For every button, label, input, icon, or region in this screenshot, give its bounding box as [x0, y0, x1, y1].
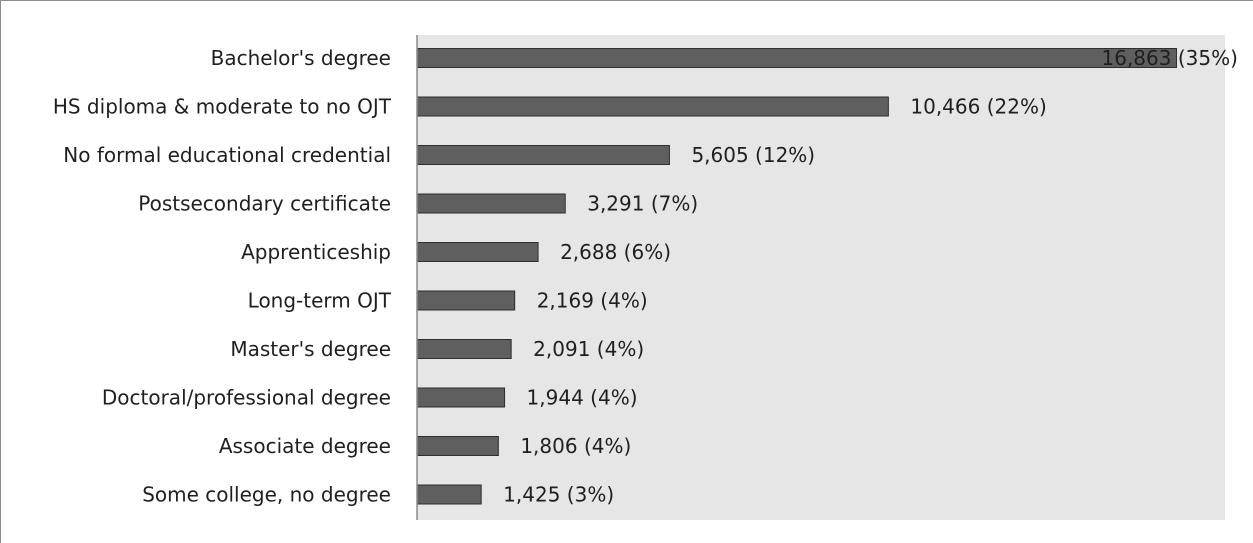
bar [416, 290, 516, 311]
bars-group [416, 48, 1177, 505]
bar [416, 436, 499, 456]
category-label: Bachelor's degree [211, 46, 391, 70]
data-label: 1,944 (4%) [527, 386, 638, 410]
bar [416, 96, 889, 117]
category-label: Long-term OJT [248, 289, 392, 313]
category-label: Postsecondary certificate [138, 192, 391, 216]
category-label: Doctoral/professional degree [102, 386, 391, 410]
bar [416, 484, 482, 505]
data-label: 10,466 (22%) [910, 95, 1046, 119]
category-label: Master's degree [230, 337, 391, 361]
data-label: 2,169 (4%) [537, 289, 648, 313]
data-label: 1,806 (4%) [520, 434, 631, 458]
data-label: 2,688 (6%) [560, 240, 671, 264]
data-label: 5,605 (12%) [691, 143, 815, 167]
category-labels-group: Bachelor's degree HS diploma & moderate t… [53, 46, 392, 507]
data-labels-group: 16,863 (35%) 10,466 (22%) 5,605 (12%) 3,291… [503, 46, 1238, 507]
data-label: 1,425 (3%) [503, 483, 614, 507]
category-label: Some college, no degree [142, 483, 391, 507]
category-label: Associate degree [219, 434, 391, 458]
bar [416, 387, 506, 408]
data-label: 2,091 (4%) [533, 337, 644, 361]
category-label: Apprenticeship [241, 240, 391, 264]
category-label: HS diploma & moderate to no OJT [53, 95, 392, 119]
bar [416, 242, 539, 262]
bar [416, 145, 670, 165]
bar [416, 48, 1177, 68]
category-label: No formal educational credential [63, 143, 391, 167]
data-label: 3,291 (7%) [587, 192, 698, 216]
bar [416, 193, 566, 214]
bar [416, 339, 512, 359]
data-label: 16,863 (35%) [1102, 46, 1238, 70]
